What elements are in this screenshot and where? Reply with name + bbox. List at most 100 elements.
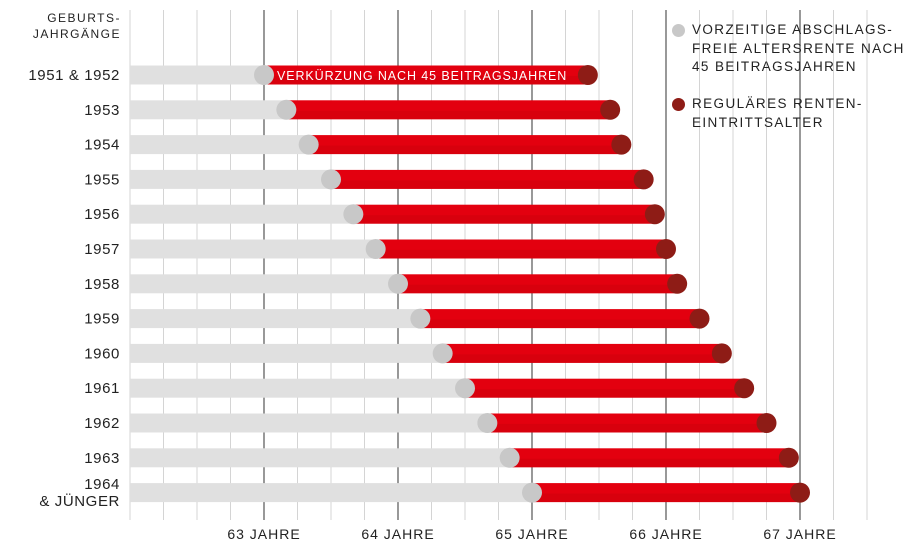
bar-difference-shade [264, 75, 588, 85]
bar-row: 1954 [84, 134, 632, 155]
category-label: 1953 [84, 102, 120, 119]
category-label: 1960 [84, 345, 120, 362]
bar-difference [331, 169, 644, 189]
bar-difference [465, 378, 745, 398]
category-label: 1961 [84, 380, 120, 397]
category-label: 1964 & JÜNGER [39, 476, 120, 510]
point-early [477, 413, 498, 433]
point-regular [756, 413, 777, 433]
bar-early [130, 343, 443, 363]
bar-difference-shade [442, 354, 722, 363]
category-label: 1962 [84, 415, 120, 432]
bar-difference-shade [465, 389, 745, 398]
bar-rows: 1951 & 1952 VERKÜRZUNG NACH 45 BEITRAGSJA… [28, 65, 810, 510]
legend-dot-regular-icon [672, 98, 685, 111]
bar-early [130, 135, 309, 155]
point-early [455, 378, 475, 399]
bar-early [130, 483, 532, 503]
bar-early [130, 239, 376, 259]
point-early [365, 239, 386, 259]
x-tick-label: 67 JAHRE [763, 526, 836, 542]
bar-difference [353, 204, 655, 224]
bar-difference-shade [398, 284, 678, 294]
point-regular [644, 204, 665, 225]
point-regular [790, 482, 810, 503]
point-early [499, 447, 520, 468]
bar-early [130, 413, 488, 433]
bar-row: 1956 [84, 204, 665, 225]
bar-early [130, 100, 287, 120]
point-early [388, 273, 408, 294]
point-early [410, 308, 431, 329]
bar-row: 1957 [84, 239, 676, 259]
bar-difference [442, 343, 722, 363]
bar-difference [308, 135, 622, 155]
legend-dot-early-icon [672, 24, 685, 37]
point-early [298, 134, 319, 155]
category-label: 1955 [84, 171, 120, 188]
legend-label-early: VORZEITIGE ABSCHLAGS- FREIE ALTERSRENTE … [692, 22, 905, 74]
bar-early [130, 448, 510, 468]
bar-difference-shade [532, 493, 800, 503]
annotation-label: VERKÜRZUNG NACH 45 BEITRAGSJAHREN [277, 69, 567, 83]
bar-row: 1959 [84, 308, 710, 329]
x-axis-tick-labels: 63 JAHRE 64 JAHRE 65 JAHRE 66 JAHRE 67 JAHRE [227, 526, 836, 542]
category-label: 1956 [84, 206, 120, 223]
bar-row: 1958 [84, 273, 688, 294]
point-early [522, 482, 542, 503]
x-tick-label: 65 JAHRE [495, 526, 568, 542]
point-regular [689, 308, 710, 329]
category-label: 1963 [84, 450, 120, 467]
point-regular [577, 65, 598, 85]
point-regular [600, 99, 621, 120]
bar-row: 1961 [84, 378, 755, 399]
point-regular [711, 343, 732, 364]
category-label: 1951 & 1952 [28, 67, 120, 84]
bar-early [130, 274, 398, 294]
point-early [254, 65, 274, 85]
point-early [432, 343, 453, 364]
grid-lines [129, 10, 868, 520]
bar-early [130, 309, 421, 329]
bar-difference-shade [420, 319, 700, 329]
bar-difference [420, 309, 700, 329]
bar-row: 1964 & JÜNGER [39, 476, 810, 510]
point-regular [778, 447, 799, 468]
x-tick-label: 64 JAHRE [361, 526, 434, 542]
bar-difference [286, 100, 611, 120]
bar-difference [398, 274, 678, 294]
bar-difference-shade [353, 215, 655, 224]
header-birth-years: GEBURTS- JAHRGÄNGE [32, 11, 121, 41]
bar-row: 1951 & 1952 VERKÜRZUNG NACH 45 BEITRAGSJA… [28, 65, 598, 85]
category-label: 1957 [84, 241, 120, 258]
point-early [343, 204, 364, 225]
point-regular [611, 134, 632, 155]
bar-row: 1960 [84, 343, 732, 364]
point-regular [633, 169, 654, 190]
point-early [321, 169, 341, 190]
point-regular [656, 239, 676, 259]
bar-early [130, 65, 264, 85]
bar-row: 1963 [84, 447, 799, 468]
category-label: 1954 [84, 137, 120, 154]
bar-difference [532, 483, 800, 503]
bar-row: 1953 [84, 99, 621, 120]
bar-difference-shade [308, 145, 622, 155]
bar-early [130, 169, 331, 189]
bar-difference [375, 239, 666, 259]
point-early [276, 99, 297, 120]
bar-difference [509, 448, 789, 468]
bar-early [130, 204, 354, 224]
bar-difference-shade [509, 458, 789, 468]
point-regular [734, 378, 755, 399]
bar-difference-shade [331, 180, 644, 189]
point-regular [667, 273, 688, 294]
category-label: 1959 [84, 311, 120, 328]
bar-difference-shade [375, 249, 666, 259]
bar-difference [487, 413, 767, 433]
bar-early [130, 378, 465, 398]
category-label: 1958 [84, 276, 120, 293]
x-tick-label: 63 JAHRE [227, 526, 300, 542]
legend-label-regular: REGULÄRES RENTEN- EINTRITTSALTER [692, 96, 863, 130]
